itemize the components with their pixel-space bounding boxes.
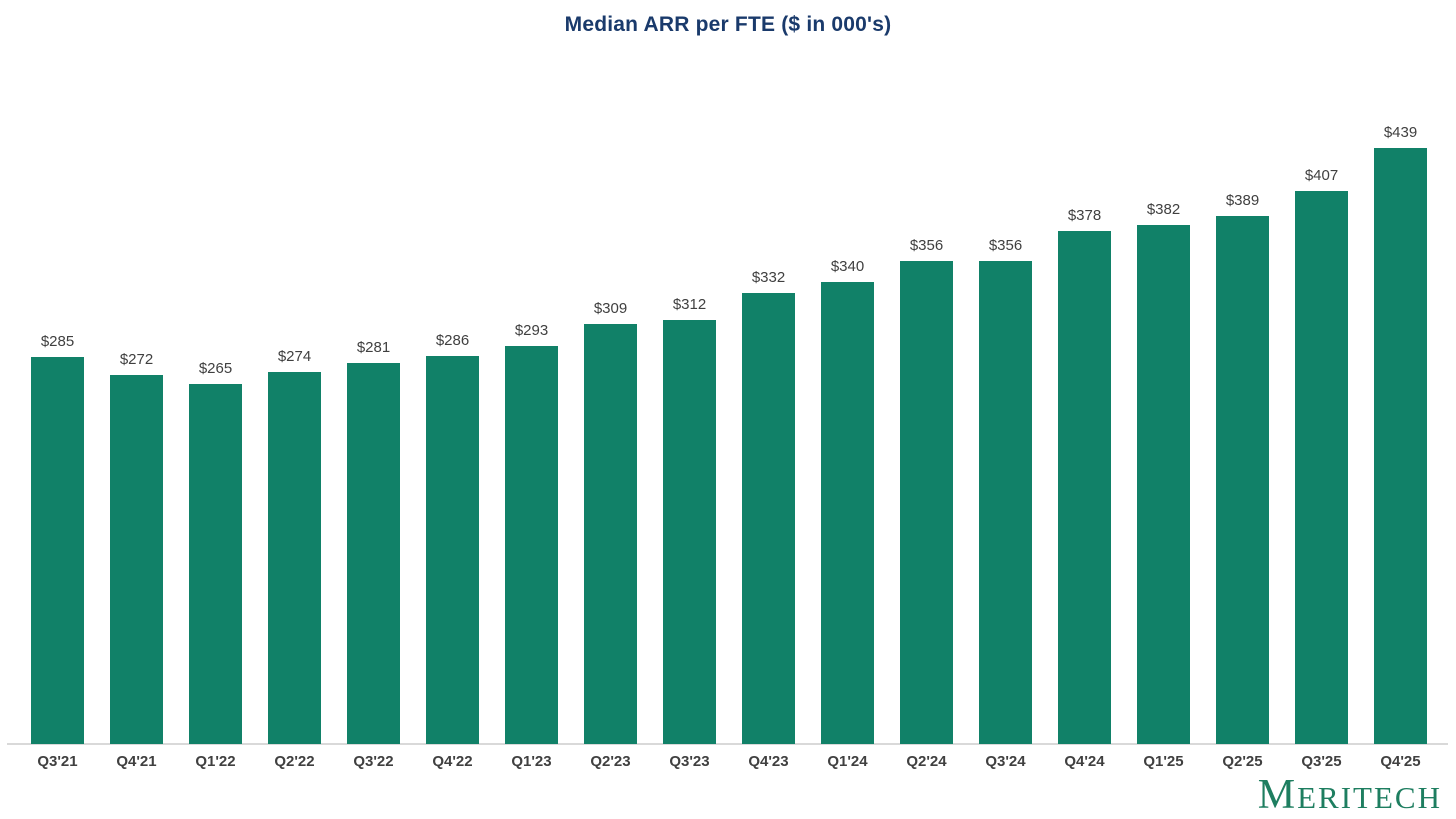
bar-column: $356 — [979, 237, 1032, 744]
bar-column: $356 — [900, 237, 953, 744]
bar-value-label: $356 — [909, 237, 944, 254]
bar-value-label: $382 — [1146, 201, 1181, 218]
chart-title: Median ARR per FTE ($ in 000's) — [564, 13, 892, 36]
x-axis-tick-label: Q4'22 — [432, 753, 473, 770]
bar-column: $382 — [1137, 201, 1190, 744]
bar-value-label: $407 — [1304, 167, 1339, 184]
x-axis-tick-label: Q3'25 — [1301, 753, 1342, 770]
x-axis-tick-label: Q1'25 — [1143, 753, 1184, 770]
x-axis-tick-label: Q4'23 — [748, 753, 789, 770]
bar — [31, 357, 84, 744]
bar — [821, 282, 874, 744]
x-axis-tick-label: Q2'23 — [590, 753, 631, 770]
x-axis-tick-label: Q3'23 — [669, 753, 710, 770]
bar-value-label: $332 — [751, 269, 786, 286]
bar-column: $274 — [268, 348, 321, 744]
bar-column: $389 — [1216, 192, 1269, 744]
logo-rest: ERITECH — [1297, 780, 1442, 815]
x-axis-tick-label: Q4'21 — [116, 753, 157, 770]
bar-column: $265 — [189, 360, 242, 744]
bar — [979, 261, 1032, 744]
bar-value-label: $286 — [435, 332, 470, 349]
bar — [1216, 216, 1269, 744]
bar-value-label: $272 — [119, 351, 154, 368]
x-axis-tick-label: Q1'23 — [511, 753, 552, 770]
bar-column: $332 — [742, 269, 795, 744]
bar-value-label: $293 — [514, 322, 549, 339]
bar — [268, 372, 321, 744]
bar-column: $309 — [584, 300, 637, 744]
bar-value-label: $389 — [1225, 192, 1260, 209]
x-axis-tick-label: Q3'21 — [37, 753, 78, 770]
bar-column: $407 — [1295, 167, 1348, 744]
bar-column: $272 — [110, 351, 163, 744]
logo-initial: M — [1257, 772, 1298, 818]
bar — [742, 293, 795, 744]
x-axis-tick-label: Q3'22 — [353, 753, 394, 770]
bar-column: $378 — [1058, 207, 1111, 744]
bar — [1374, 148, 1427, 744]
bar — [663, 320, 716, 744]
bar-column: $293 — [505, 322, 558, 744]
bar-column: $439 — [1374, 124, 1427, 744]
bar — [347, 363, 400, 744]
bar — [1295, 191, 1348, 744]
bars-container: $285 $272 $265 $274 $281 $286 $293 $309 $312 $332… — [31, 0, 1427, 744]
bar — [189, 384, 242, 744]
bar-value-label: $356 — [988, 237, 1023, 254]
bar-value-label: $265 — [198, 360, 233, 377]
bar-value-label: $285 — [40, 333, 75, 350]
meritech-logo: MERITECH — [1258, 774, 1442, 816]
x-axis-tick-label: Q4'25 — [1380, 753, 1421, 770]
bar — [900, 261, 953, 744]
bar-column: $285 — [31, 333, 84, 744]
x-axis-tick-label: Q3'24 — [985, 753, 1026, 770]
bar — [584, 324, 637, 744]
x-axis-tick-label: Q4'24 — [1064, 753, 1105, 770]
bar — [1058, 231, 1111, 744]
x-axis-line — [7, 743, 1448, 745]
bar-value-label: $340 — [830, 258, 865, 275]
bar-value-label: $312 — [672, 296, 707, 313]
bar — [1137, 225, 1190, 744]
x-axis-tick-label: Q2'24 — [906, 753, 947, 770]
bar-column: $340 — [821, 258, 874, 744]
bar — [426, 356, 479, 744]
x-axis-labels: Q3'21 Q4'21 Q1'22 Q2'22 Q3'22 Q4'22 Q1'23 Q2'23… — [31, 753, 1427, 770]
x-axis-tick-label: Q1'24 — [827, 753, 868, 770]
x-axis-tick-label: Q2'22 — [274, 753, 315, 770]
bar-column: $281 — [347, 339, 400, 744]
x-axis-tick-label: Q2'25 — [1222, 753, 1263, 770]
bar-value-label: $378 — [1067, 207, 1102, 224]
x-axis-tick-label: Q1'22 — [195, 753, 236, 770]
bar-value-label: $281 — [356, 339, 391, 356]
bar-value-label: $309 — [593, 300, 628, 317]
bar-column: $312 — [663, 296, 716, 744]
bar — [505, 346, 558, 744]
bar-column: $286 — [426, 332, 479, 744]
bar-value-label: $274 — [277, 348, 312, 365]
bar — [110, 375, 163, 744]
bar-value-label: $439 — [1383, 124, 1418, 141]
bar-chart: $285 $272 $265 $274 $281 $286 $293 $309 $312 $332… — [7, 0, 1448, 770]
